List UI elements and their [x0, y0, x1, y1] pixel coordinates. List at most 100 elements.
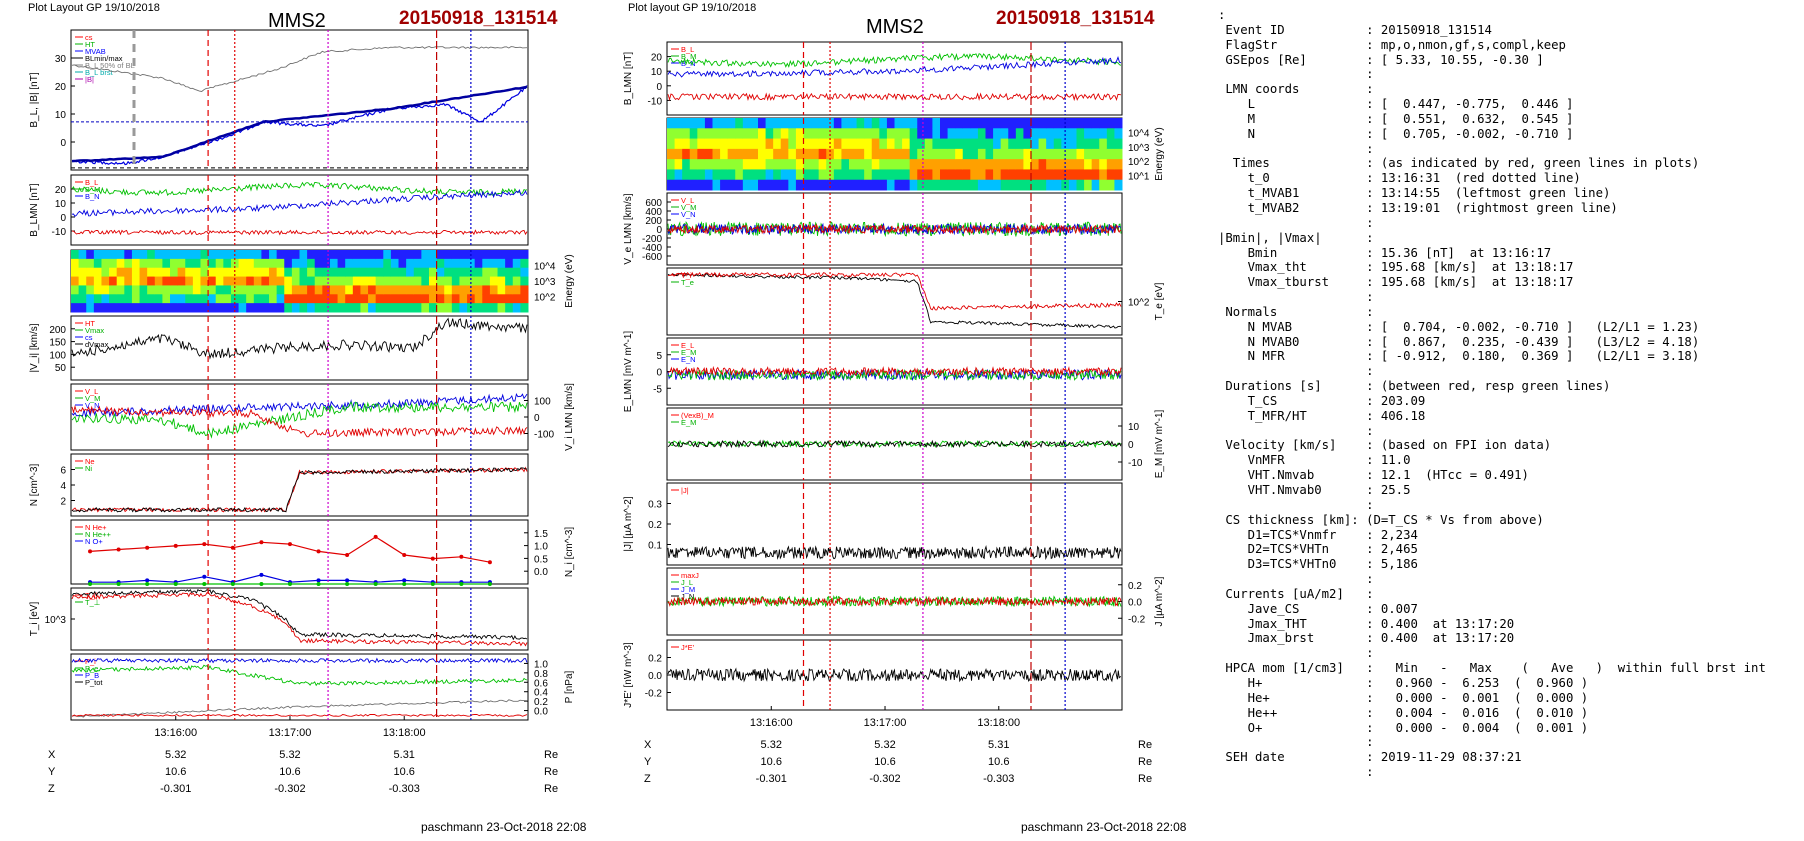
spectrogram-cell: [345, 267, 354, 278]
spectrogram-cell: [185, 276, 194, 286]
spectrogram-cell: [223, 276, 232, 286]
spectrogram-cell: [962, 128, 971, 140]
spectrogram-cell: [758, 179, 767, 191]
spectrogram-cell: [704, 169, 713, 181]
spectrogram-cell: [704, 179, 713, 191]
spectrogram-cell: [238, 303, 247, 313]
spectrogram-cell: [803, 138, 812, 150]
spectrogram-cell: [246, 276, 255, 286]
spectrogram-cell: [238, 267, 247, 278]
summary-line: t_MVAB1 : 13:14:55 (leftmost green line): [1218, 186, 1611, 201]
spectrogram-cell: [773, 118, 782, 129]
spectrogram-cell: [750, 138, 759, 150]
y-tick-label: 10: [651, 67, 663, 78]
spectrogram-cell: [482, 303, 491, 313]
y-tick-label: 10^3: [45, 615, 67, 626]
y-axis-label: Energy (eV): [564, 254, 575, 307]
legend-entry: V_N: [85, 401, 100, 410]
spectrogram-cell: [200, 285, 209, 295]
spectrogram-cell: [124, 258, 133, 269]
spectrogram-cell: [1015, 138, 1024, 150]
summary-line: :: [1218, 423, 1374, 438]
spectrogram-cell: [841, 118, 850, 129]
left-footer: paschmann 23-Oct-2018 22:08: [421, 820, 587, 834]
spectrogram-cell: [773, 128, 782, 140]
legend-entry: E_L: [681, 341, 694, 350]
spectrogram-cell: [93, 294, 102, 304]
spectrogram-cell: [185, 303, 194, 313]
spectrogram-cell: [1031, 138, 1040, 150]
spectrogram-cell: [886, 128, 895, 140]
y-axis-label: V_i LMN [km/s]: [564, 383, 575, 451]
spectrogram-cell: [314, 294, 323, 304]
spectrogram-cell: [947, 138, 956, 150]
summary-line: :: [1218, 364, 1374, 379]
spectrogram-cell: [758, 128, 767, 140]
spectrogram-cell: [337, 285, 346, 295]
spectrogram-cell: [758, 138, 767, 150]
spectrogram-cell: [299, 250, 308, 260]
spectrogram-cell: [451, 250, 460, 260]
series-line: [71, 466, 528, 513]
spectrogram-cell: [970, 169, 979, 181]
legend-entry: |B|: [85, 75, 94, 84]
spectrogram-cell: [360, 303, 369, 313]
spectrogram-cell: [1076, 128, 1085, 140]
coord-value: 10.6: [988, 756, 1009, 768]
spectrogram-cell: [398, 267, 407, 278]
spectrogram-cell: [849, 148, 858, 160]
spectrogram-cell: [474, 250, 483, 260]
spectrogram-cell: [109, 276, 118, 286]
spectrogram-cell: [352, 294, 361, 304]
spectrogram-cell: [109, 258, 118, 269]
spectrogram-cell: [886, 169, 895, 181]
panel-frame: [70, 519, 529, 585]
spectrogram-cell: [993, 118, 1002, 129]
spectrogram-cell: [406, 276, 415, 286]
coord-value: 5.32: [279, 749, 300, 761]
spectrogram-cell: [428, 267, 438, 278]
spectrogram-cell: [955, 118, 964, 129]
legend-entry: B_N: [681, 59, 696, 68]
spectrogram-cell: [116, 285, 125, 295]
spectrogram-cell: [849, 159, 858, 170]
summary-line: He++ : 0.004 - 0.016 ( 0.010 ): [1218, 705, 1589, 720]
legend-entry: N He+: [85, 523, 107, 532]
spectrogram-cell: [849, 128, 858, 140]
legend-entry: maxJ: [681, 571, 699, 580]
spectrogram-cell: [788, 159, 797, 170]
spectrogram-cell: [1084, 118, 1093, 129]
spectrogram-cell: [421, 276, 430, 286]
spectrogram-cell: [520, 258, 529, 269]
spectrogram-cell: [269, 294, 278, 304]
spectrogram-cell: [139, 250, 148, 260]
spectrogram-cell: [811, 159, 820, 170]
spectrogram-cell: [1084, 138, 1093, 150]
spectrogram-cell: [253, 276, 262, 286]
spectrogram-cell: [871, 148, 880, 160]
spectrogram-cell: [765, 148, 774, 160]
spectrogram-cell: [1046, 169, 1055, 181]
spectrogram-cell: [269, 267, 278, 278]
legend-entry: Vmax: [85, 326, 104, 335]
spectrogram-cell: [131, 294, 141, 304]
spectrogram-cell: [1053, 179, 1062, 191]
spectrogram-cell: [261, 258, 270, 269]
spectrogram-cell: [489, 294, 499, 304]
spectrogram-cell: [894, 159, 903, 170]
legend-entry: cs: [85, 333, 93, 342]
spectrogram-cell: [375, 250, 384, 260]
spectrogram-cell: [712, 138, 721, 150]
spectrogram-cell: [406, 303, 415, 313]
spectrogram-cell: [788, 169, 797, 181]
spectrogram-cell: [147, 276, 156, 286]
spectrogram-cell: [970, 128, 979, 140]
spectrogram-cell: [1068, 159, 1077, 170]
spectrogram-cell: [818, 138, 827, 150]
coord-label: X: [48, 749, 56, 761]
spectrogram-cell: [459, 294, 468, 304]
spectrogram-cell: [421, 303, 430, 313]
spectrogram-cell: [924, 118, 933, 129]
coord-value: 10.6: [279, 766, 300, 778]
